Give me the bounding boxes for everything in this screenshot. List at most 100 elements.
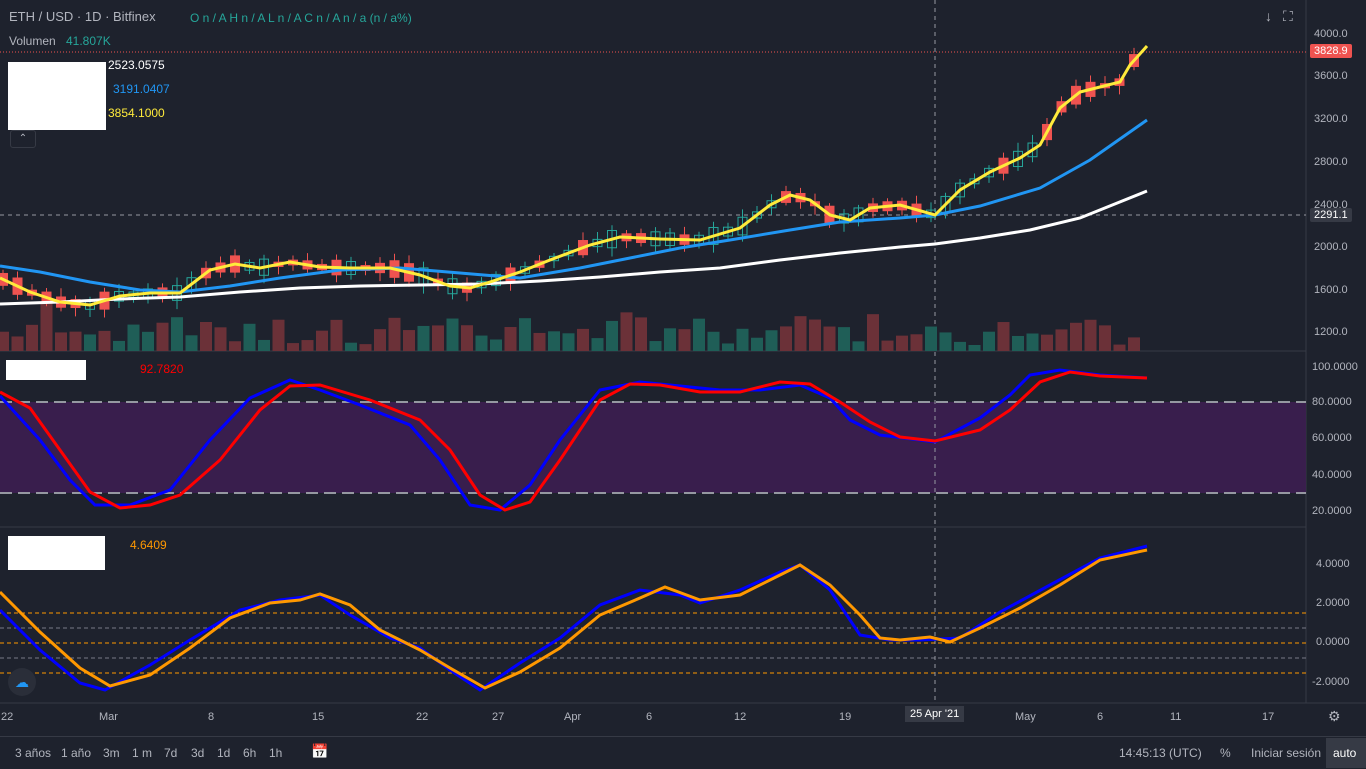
price-tick: 2800.0 bbox=[1314, 156, 1348, 168]
price-tick: 2000.0 bbox=[1314, 241, 1348, 253]
volume-bar bbox=[461, 325, 473, 351]
percent-scale-button[interactable]: % bbox=[1220, 746, 1231, 760]
volume-bar bbox=[26, 324, 38, 351]
price-tick: 3200.0 bbox=[1314, 113, 1348, 125]
date-range-calendar-icon[interactable]: 📅 bbox=[311, 743, 329, 759]
volume-bar bbox=[954, 341, 966, 351]
volume-bar bbox=[635, 317, 647, 351]
volume-bar bbox=[838, 327, 850, 351]
range-7d-button[interactable]: 7d bbox=[164, 746, 178, 760]
volume-bar bbox=[896, 335, 908, 351]
volume-bar bbox=[1099, 325, 1111, 351]
stoch-tick: 80.0000 bbox=[1312, 396, 1352, 408]
candle bbox=[520, 266, 530, 274]
time-tick: 22 bbox=[416, 711, 429, 723]
range-1y-button[interactable]: 1 año bbox=[61, 746, 92, 760]
volume-bar bbox=[591, 338, 604, 351]
volume-bar bbox=[229, 341, 241, 351]
tradingview-logo-icon[interactable]: ☁ bbox=[8, 668, 36, 696]
volume-bar bbox=[939, 332, 952, 351]
volume-bar bbox=[359, 344, 372, 351]
collapse-legend-icon[interactable]: ⌃ bbox=[10, 130, 36, 148]
osc-value: 4.6409 bbox=[130, 538, 167, 552]
volume-bar bbox=[693, 318, 705, 351]
volume-bar bbox=[388, 317, 401, 351]
crosshair-price-tag: 2291.1 bbox=[1310, 208, 1352, 222]
volume-bar bbox=[533, 332, 546, 351]
fullscreen-icon[interactable]: ⛶ bbox=[1283, 8, 1293, 24]
time-tick: Apr bbox=[564, 711, 582, 723]
volume-bar bbox=[200, 321, 212, 351]
time-tick: 19 bbox=[839, 711, 852, 723]
volume-bar bbox=[185, 335, 198, 351]
time-tick: 11 bbox=[1170, 711, 1182, 723]
time-tick: 8 bbox=[208, 711, 215, 723]
login-button[interactable]: Iniciar sesión bbox=[1251, 746, 1322, 760]
range-6h-button[interactable]: 6h bbox=[243, 746, 257, 760]
volume-bar bbox=[1128, 337, 1140, 351]
ma-slow-value: 2523.0575 bbox=[108, 58, 165, 72]
volume-bar bbox=[84, 334, 96, 351]
volume-bar bbox=[519, 318, 531, 351]
arrow-down-icon[interactable]: ↓ bbox=[1265, 8, 1272, 24]
ma-fast-line bbox=[0, 44, 1149, 307]
osc-tick: 0.0000 bbox=[1316, 636, 1350, 648]
range-1m-button[interactable]: 1 m bbox=[132, 746, 153, 760]
clock-utc[interactable]: 14:45:13 (UTC) bbox=[1119, 746, 1202, 760]
auto-scale-button[interactable]: auto bbox=[1333, 746, 1357, 760]
candle bbox=[969, 178, 980, 185]
volume-bar bbox=[287, 343, 299, 351]
candle bbox=[1013, 150, 1023, 168]
candle bbox=[737, 216, 748, 236]
volume-bar bbox=[1026, 333, 1039, 351]
volume-bar bbox=[664, 328, 676, 351]
volume-bar bbox=[417, 325, 430, 351]
volume-bar bbox=[171, 317, 183, 351]
stoch-band bbox=[0, 402, 1306, 493]
range-3d-button[interactable]: 3d bbox=[191, 746, 205, 760]
stoch-tick: 60.0000 bbox=[1312, 432, 1352, 444]
volume-bar bbox=[258, 339, 270, 351]
symbol-title[interactable]: ETH / USD · 1D · Bitfinex bbox=[9, 9, 156, 24]
volume-bar bbox=[40, 301, 53, 351]
volume-bar bbox=[214, 327, 227, 351]
volume-bar bbox=[142, 331, 154, 351]
range-3y-button[interactable]: 3 años bbox=[15, 746, 52, 760]
volume-bar bbox=[156, 322, 169, 351]
candle bbox=[563, 249, 574, 257]
settings-gear-icon[interactable]: ⚙ bbox=[1328, 708, 1341, 724]
auto-scale-bg bbox=[1326, 738, 1366, 768]
candle bbox=[752, 211, 762, 219]
volume-bar bbox=[55, 332, 67, 351]
volume-bar bbox=[490, 339, 502, 351]
price-tick: 4000.0 bbox=[1314, 28, 1348, 40]
volume-bar bbox=[881, 340, 894, 351]
volume-bar bbox=[794, 316, 807, 351]
range-1d-button[interactable]: 1d bbox=[217, 746, 231, 760]
volume-bar bbox=[852, 341, 865, 351]
range-1h-button[interactable]: 1h bbox=[269, 746, 283, 760]
volume-bar bbox=[1084, 319, 1097, 351]
candle bbox=[984, 167, 994, 178]
volume-bar bbox=[1070, 322, 1082, 351]
volume-bar bbox=[867, 314, 879, 351]
volume-value: 41.807K bbox=[66, 34, 111, 48]
volume-bar bbox=[127, 324, 140, 351]
volume-bar bbox=[577, 328, 589, 351]
range-3m-button[interactable]: 3m bbox=[103, 746, 120, 760]
volume-bar bbox=[345, 342, 357, 351]
candle bbox=[1027, 142, 1038, 158]
volume-bar bbox=[1113, 344, 1126, 351]
ma-mid-line bbox=[0, 118, 1148, 294]
bottom-toolbar bbox=[0, 736, 1366, 769]
volume-bar bbox=[983, 331, 995, 351]
stoch-d-value: 92.7820 bbox=[140, 362, 184, 376]
volume-bar bbox=[403, 330, 415, 351]
volume-bar bbox=[606, 320, 618, 351]
volume-bar bbox=[823, 326, 836, 351]
volume-label: Volumen bbox=[9, 34, 56, 48]
volume-bar bbox=[432, 325, 444, 351]
osc-tick: 2.0000 bbox=[1316, 597, 1350, 609]
candle bbox=[549, 255, 559, 262]
